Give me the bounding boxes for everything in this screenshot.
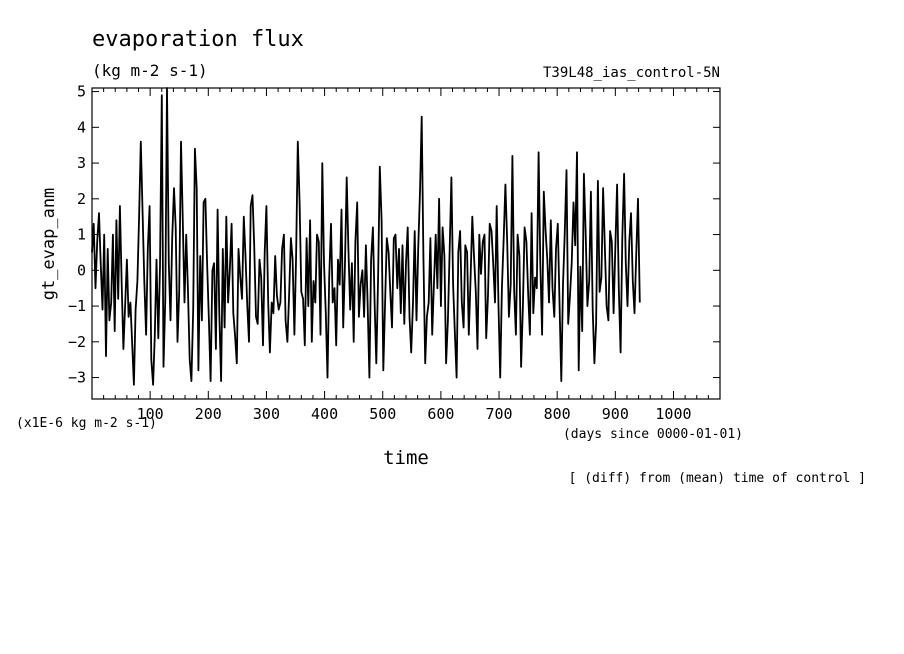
chart-units: (kg m-2 s-1) <box>92 61 208 80</box>
series-line-gt-evap-anm <box>91 87 641 386</box>
x-axis-label: time <box>383 447 429 469</box>
y-tick-label: 3 <box>77 154 86 172</box>
y-tick-label: 2 <box>77 190 86 208</box>
y-tick-label: 5 <box>77 83 86 101</box>
footnote: [ (diff) from (mean) time of control ] <box>569 471 866 486</box>
y-tick-label: 1 <box>77 226 86 244</box>
y-scale-note: (x1E-6 kg m-2 s-1) <box>16 416 157 431</box>
x-tick-label: 600 <box>427 405 454 423</box>
y-tick-label: −1 <box>68 297 86 315</box>
x-tick-label: 1000 <box>655 405 691 423</box>
x-tick-label: 400 <box>311 405 338 423</box>
chart-title: evaporation flux <box>92 27 304 52</box>
x-axis-ticks: 100 200 300 400 500 600 700 800 900 1000 <box>91 88 721 423</box>
x-tick-label: 100 <box>137 405 164 423</box>
y-tick-label: −3 <box>68 369 86 387</box>
run-label: T39L48_ias_control-5N <box>543 65 720 81</box>
y-tick-label: −2 <box>68 333 86 351</box>
x-tick-label: 800 <box>544 405 571 423</box>
x-tick-label: 900 <box>602 405 629 423</box>
y-tick-label: 0 <box>77 261 86 279</box>
x-tick-label: 500 <box>369 405 396 423</box>
y-tick-label: 4 <box>77 118 86 136</box>
x-tick-label: 200 <box>195 405 222 423</box>
x-tick-label: 700 <box>485 405 512 423</box>
x-units-label: (days since 0000-01-01) <box>563 427 743 442</box>
x-tick-label: 300 <box>253 405 280 423</box>
y-axis-label: gt_evap_anm <box>39 188 59 301</box>
y-axis-ticks: −3 −2 −1 0 1 2 3 4 5 <box>68 83 720 387</box>
